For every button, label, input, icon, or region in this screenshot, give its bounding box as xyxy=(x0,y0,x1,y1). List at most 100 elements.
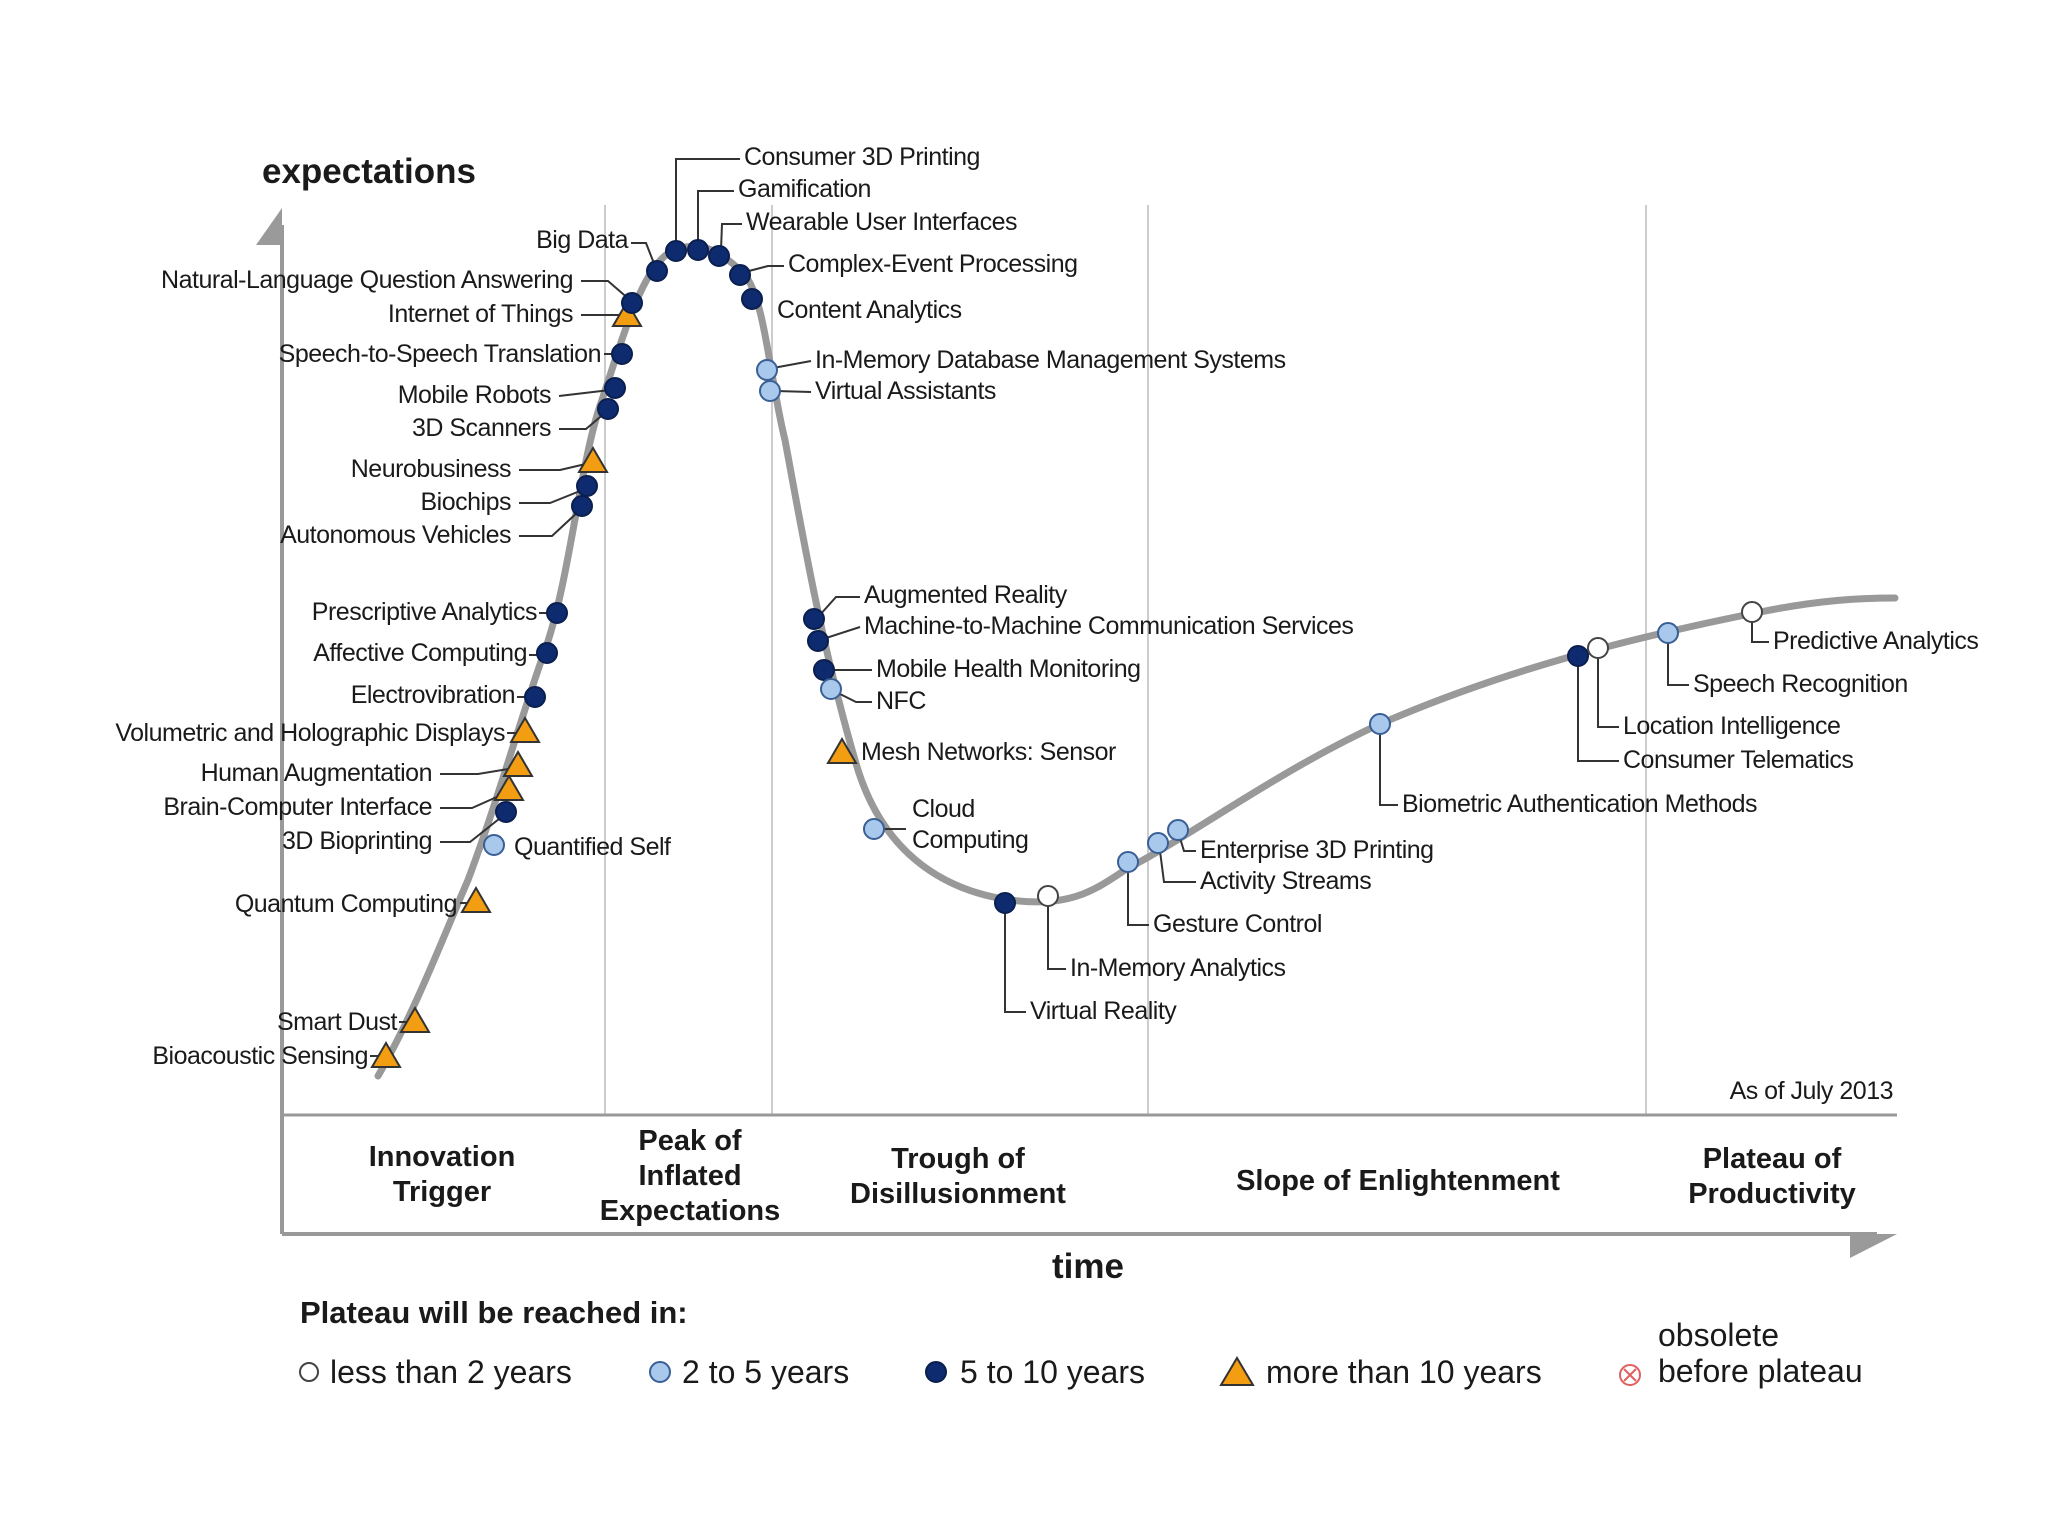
label-smart-dust: Smart Dust xyxy=(277,1008,398,1036)
label-nfc: NFC xyxy=(876,687,926,715)
label-machine-to-machine-communication-services: Machine-to-Machine Communication Service… xyxy=(864,612,1353,640)
marker-consumer-3d-printing xyxy=(665,240,687,262)
label-big-data: Big Data xyxy=(536,226,628,254)
label-natural-language-question-answering: Natural-Language Question Answering xyxy=(161,266,573,294)
label-speech-recognition: Speech Recognition xyxy=(1693,670,1908,698)
leader-wearable-user-interfaces xyxy=(720,223,742,251)
marker-volumetric-and-holographic-displays xyxy=(509,716,541,743)
marker-wearable-user-interfaces xyxy=(708,245,730,267)
label-3d-scanners: 3D Scanners xyxy=(412,414,551,442)
marker-affective-computing xyxy=(536,642,558,664)
leader-gamification xyxy=(697,190,734,243)
legend-label-obsolete-line-2: before plateau xyxy=(1658,1353,1863,1389)
phase-label-1-line-1: Innovation xyxy=(369,1141,516,1173)
label-biochips: Biochips xyxy=(421,488,512,516)
x-axis-arrow xyxy=(1850,1234,1897,1258)
label-speech-to-speech-translation: Speech-to-Speech Translation xyxy=(279,340,601,368)
marker-location-intelligence xyxy=(1587,637,1609,659)
marker-content-analytics xyxy=(741,288,763,310)
marker-mesh-networks-sensor xyxy=(826,737,858,764)
marker-virtual-reality xyxy=(994,892,1016,914)
marker-predictive-analytics xyxy=(1741,601,1763,623)
label-gamification: Gamification xyxy=(738,175,871,203)
label-neurobusiness: Neurobusiness xyxy=(351,455,511,483)
leader-autonomous-vehicles xyxy=(519,509,581,537)
marker-prescriptive-analytics xyxy=(546,602,568,624)
label-consumer-telematics: Consumer Telematics xyxy=(1623,746,1853,774)
marker-smart-dust xyxy=(399,1006,431,1033)
label-virtual-reality: Virtual Reality xyxy=(1030,997,1177,1025)
label-gesture-control: Gesture Control xyxy=(1153,910,1322,938)
label-brain-computer-interface: Brain-Computer Interface xyxy=(163,793,432,821)
phase-label-2-line-2: Inflated xyxy=(638,1160,741,1192)
label-enterprise-3d-printing: Enterprise 3D Printing xyxy=(1200,836,1434,864)
label-3d-bioprinting: 3D Bioprinting xyxy=(282,827,432,855)
label-prescriptive-analytics: Prescriptive Analytics xyxy=(312,598,537,626)
axes: expectations time As of July 2013 xyxy=(256,152,1897,1286)
marker-gamification xyxy=(687,239,709,261)
label-virtual-assistants: Virtual Assistants xyxy=(815,377,996,405)
leader-nfc xyxy=(835,691,872,703)
label-in-memory-analytics: In-Memory Analytics xyxy=(1070,954,1286,982)
phase-label-1-line-2: Trigger xyxy=(393,1176,491,1208)
label-mesh-networks-sensor: Mesh Networks: Sensor xyxy=(861,738,1116,766)
leader-3d-bioprinting xyxy=(440,814,505,843)
leader-in-memory-database-management-systems xyxy=(772,360,812,369)
marker-big-data xyxy=(646,260,668,282)
phase-label-5-line-2: Productivity xyxy=(1688,1178,1856,1210)
marker-human-augmentation xyxy=(502,750,534,777)
x-axis-label: time xyxy=(1052,1247,1124,1286)
label-wearable-user-interfaces: Wearable User Interfaces xyxy=(746,208,1017,236)
marker-speech-to-speech-translation xyxy=(611,343,633,365)
leader-3d-scanners xyxy=(559,411,607,430)
leader-mobile-robots xyxy=(558,389,611,397)
marker-natural-language-question-answering xyxy=(621,292,643,314)
marker-augmented-reality xyxy=(803,608,825,630)
legend-label-5to10: 5 to 10 years xyxy=(960,1354,1145,1390)
marker-nfc xyxy=(820,678,842,700)
legend: Plateau will be reached in: less than 2 … xyxy=(299,1295,1863,1390)
label-bioacoustic-sensing: Bioacoustic Sensing xyxy=(152,1042,368,1070)
leader-predictive-analytics xyxy=(1751,620,1769,643)
marker-neurobusiness xyxy=(577,446,609,473)
leader-big-data xyxy=(631,242,656,267)
marker-cloud-computing xyxy=(863,818,885,840)
marker-mobile-health-monitoring xyxy=(813,659,835,681)
legend-label-lt2: less than 2 years xyxy=(330,1354,572,1390)
technology-markers xyxy=(370,239,1763,1068)
leader-human-augmentation xyxy=(440,767,515,775)
leader-natural-language-question-answering xyxy=(581,280,631,301)
legend-label-2to5: 2 to 5 years xyxy=(682,1354,849,1390)
leader-augmented-reality xyxy=(818,596,860,617)
legend-marker-5to10 xyxy=(925,1361,947,1383)
legend-title: Plateau will be reached in: xyxy=(300,1295,688,1330)
leader-machine-to-machine-communication-services xyxy=(822,626,861,640)
legend-marker-2to5 xyxy=(649,1361,671,1383)
y-axis-label: expectations xyxy=(262,152,476,191)
label-activity-streams: Activity Streams xyxy=(1200,867,1371,895)
label-mobile-health-monitoring: Mobile Health Monitoring xyxy=(876,655,1141,683)
phase-label-2-line-1: Peak of xyxy=(638,1125,741,1157)
label-volumetric-and-holographic-displays: Volumetric and Holographic Displays xyxy=(115,719,505,747)
marker-consumer-telematics xyxy=(1567,645,1589,667)
legend-label-gt10: more than 10 years xyxy=(1266,1354,1542,1390)
as-of-date: As of July 2013 xyxy=(1730,1077,1893,1105)
marker-gesture-control xyxy=(1117,851,1139,873)
marker-brain-computer-interface xyxy=(493,774,525,801)
label-leader-lines xyxy=(370,158,1769,1057)
legend-label-obsolete-line-1: obsolete xyxy=(1658,1317,1779,1353)
leader-gesture-control xyxy=(1127,870,1149,926)
phase-label-4-line-1: Slope of Enlightenment xyxy=(1236,1165,1560,1197)
marker-autonomous-vehicles xyxy=(571,495,593,517)
leader-neurobusiness xyxy=(519,462,591,471)
marker-biochips xyxy=(576,475,598,497)
label-complex-event-processing: Complex-Event Processing xyxy=(788,250,1078,278)
label-location-intelligence: Location Intelligence xyxy=(1623,712,1840,740)
marker-bioacoustic-sensing xyxy=(370,1041,402,1068)
label-biometric-authentication-methods: Biometric Authentication Methods xyxy=(1402,790,1757,818)
label-mobile-robots: Mobile Robots xyxy=(398,381,551,409)
leader-complex-event-processing xyxy=(744,265,784,273)
label-cloud-computing-line-2: Computing xyxy=(912,826,1028,854)
